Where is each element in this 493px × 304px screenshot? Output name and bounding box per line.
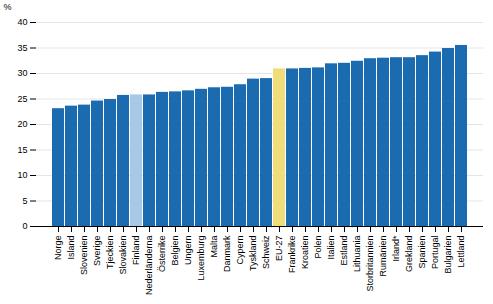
svg-text:Spanien: Spanien — [417, 236, 427, 269]
svg-text:Grekland: Grekland — [404, 236, 414, 273]
svg-text:Österrike: Österrike — [157, 236, 167, 273]
svg-text:Belgien: Belgien — [170, 236, 180, 266]
svg-text:Frankrike: Frankrike — [287, 236, 297, 274]
svg-text:20: 20 — [17, 119, 27, 129]
svg-text:Cypern: Cypern — [235, 236, 245, 265]
svg-text:Bulgarien: Bulgarien — [443, 236, 453, 274]
svg-text:EU-27: EU-27 — [274, 236, 284, 262]
svg-text:Irland*: Irland* — [391, 235, 401, 262]
svg-text:15: 15 — [17, 145, 27, 155]
svg-text:Kroatien: Kroatien — [300, 236, 310, 270]
svg-text:Tjeckien: Tjeckien — [105, 236, 115, 270]
svg-text:Lettland: Lettland — [456, 236, 466, 268]
svg-text:Finland: Finland — [131, 236, 141, 266]
svg-text:Schweiz: Schweiz — [261, 235, 271, 269]
svg-text:Norge: Norge — [53, 236, 63, 261]
svg-text:Estland: Estland — [339, 236, 349, 266]
svg-text:Rumänien: Rumänien — [378, 236, 388, 277]
svg-text:Slovenien: Slovenien — [79, 236, 89, 276]
svg-text:35: 35 — [17, 43, 27, 53]
svg-text:Nederländerna: Nederländerna — [144, 236, 154, 296]
svg-text:Polen: Polen — [313, 236, 323, 259]
svg-text:Ungern: Ungern — [183, 236, 193, 266]
svg-text:Storbritannien: Storbritannien — [365, 236, 375, 292]
svg-text:%: % — [4, 2, 12, 12]
svg-text:0: 0 — [22, 221, 27, 231]
svg-text:30: 30 — [17, 68, 27, 78]
svg-text:10: 10 — [17, 170, 27, 180]
svg-text:Malta: Malta — [209, 236, 219, 258]
svg-text:Italien: Italien — [326, 236, 336, 260]
svg-text:Portugal: Portugal — [430, 236, 440, 270]
svg-text:Danmark: Danmark — [222, 235, 232, 272]
svg-text:Sverige: Sverige — [92, 236, 102, 267]
svg-text:Tyskland: Tyskland — [248, 236, 258, 272]
svg-text:25: 25 — [17, 94, 27, 104]
svg-text:Luxemburg: Luxemburg — [196, 236, 206, 281]
svg-text:Island: Island — [66, 236, 76, 260]
svg-text:Slovakien: Slovakien — [118, 236, 128, 275]
svg-text:5: 5 — [22, 196, 27, 206]
svg-text:40: 40 — [17, 17, 27, 27]
svg-text:Lithuania: Lithuania — [352, 236, 362, 273]
